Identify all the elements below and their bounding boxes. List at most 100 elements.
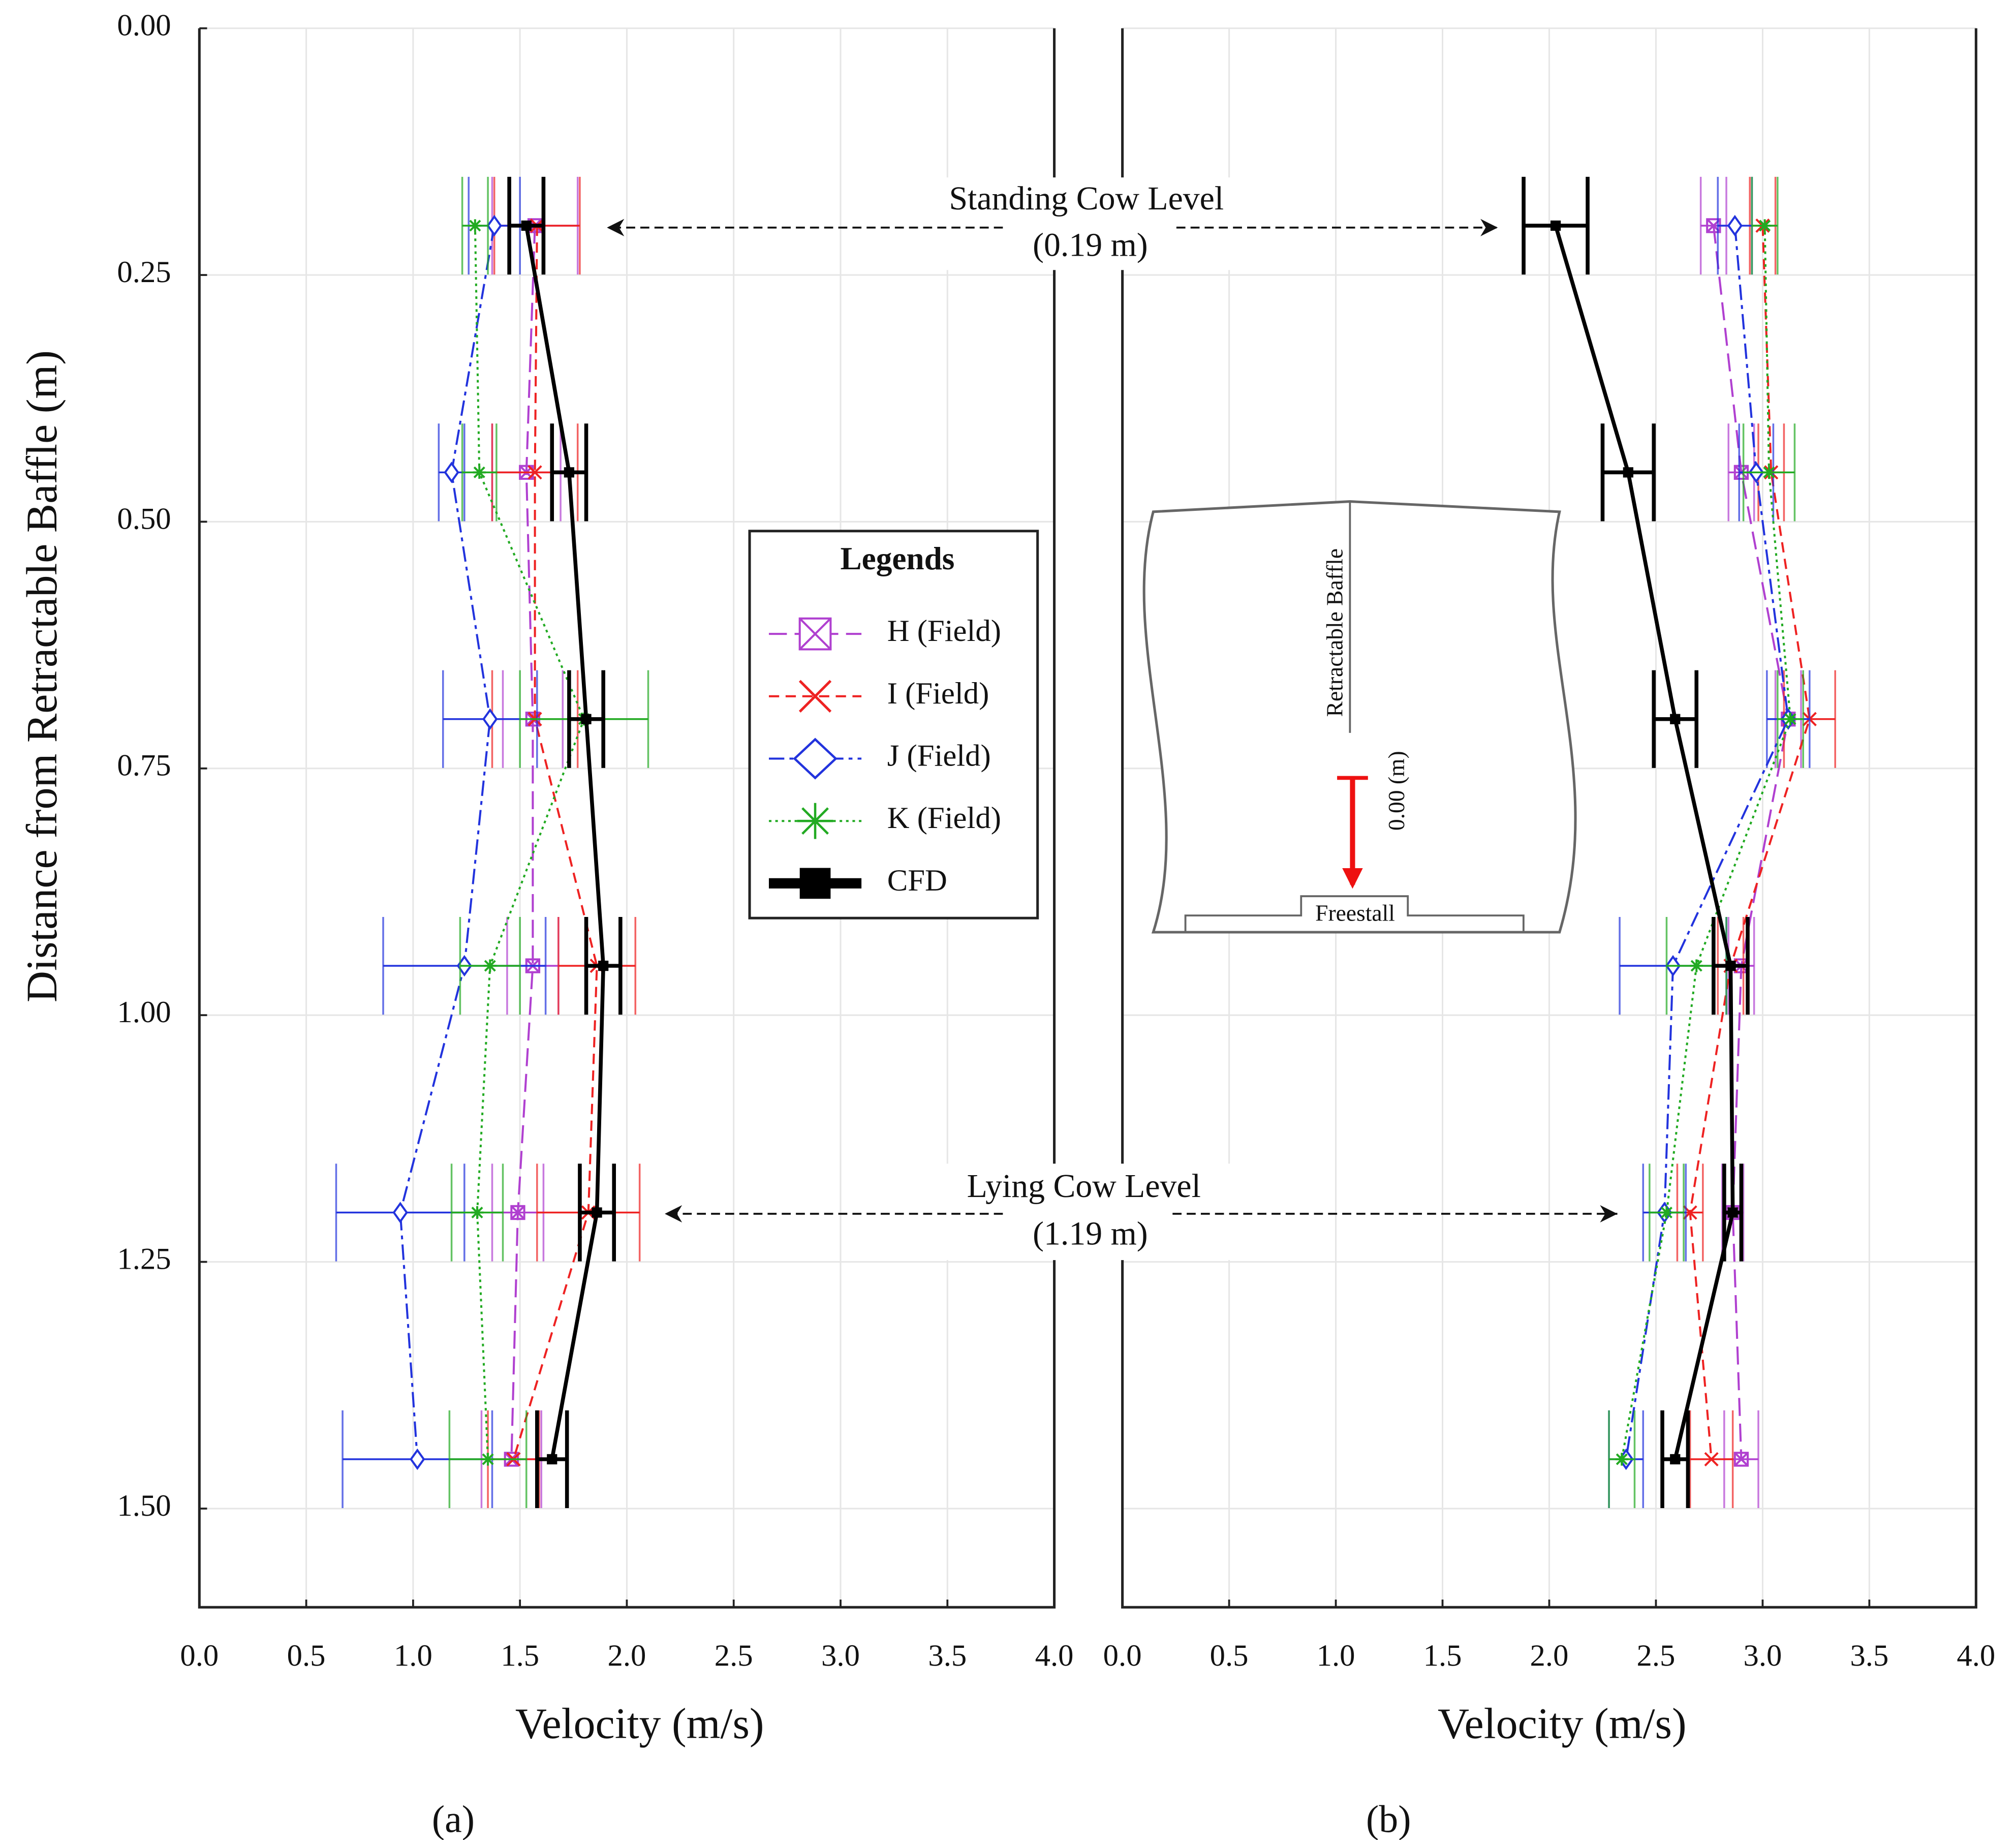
legend-marker: [797, 803, 833, 839]
marker-part: [469, 219, 482, 232]
data-point: [410, 1448, 425, 1470]
plots: 0.0 0.5 1.0 1.5 2.0 2.5 3.0 3.5 4.0 0.00 0.25 0.50 0…: [17, 9, 1995, 1840]
series-line: [474, 225, 585, 1459]
legend-marker: [798, 680, 832, 713]
inset-origin: 0.00 (m): [1383, 751, 1409, 831]
x-tick-label: 0.5: [287, 1639, 326, 1673]
marker-part: [1670, 1454, 1681, 1465]
data-point: [469, 219, 482, 232]
data-point: [1670, 714, 1681, 724]
marker-part: [564, 467, 575, 478]
marker-part: [521, 220, 532, 231]
data-point: [510, 1205, 525, 1220]
legend-marker: [793, 738, 838, 780]
legend-marker: [799, 868, 831, 899]
x-tick-label: 3.5: [1850, 1639, 1888, 1673]
panel-label: (b): [1366, 1798, 1411, 1840]
marker-part: [1727, 214, 1743, 237]
x-tick-label: 2.5: [715, 1639, 753, 1673]
series-line: [512, 225, 598, 1460]
data-point: [1725, 961, 1736, 971]
legend-label: CFD: [887, 864, 947, 898]
marker-part: [1727, 1207, 1738, 1218]
data-point: [1550, 220, 1561, 231]
x-tick-label: 0.5: [1210, 1639, 1249, 1673]
data-point: [1784, 713, 1797, 726]
x-axis-label: Velocity (m/s): [1438, 1699, 1687, 1748]
y-tick-label: 1.50: [117, 1489, 171, 1523]
legend-label: K (Field): [887, 801, 1001, 835]
marker-part: [1762, 466, 1776, 479]
legend-label: H (Field): [887, 614, 1001, 648]
marker-part: [1725, 961, 1736, 971]
data-point: [481, 1453, 494, 1466]
y-axis-label: Distance from Retractable Baffle (m): [17, 350, 66, 1002]
panel: 0.0 0.5 1.0 1.5 2.0 2.5 3.0 3.5 4.0 Velocity (m/s…: [1103, 27, 1995, 1840]
marker-part: [1734, 1452, 1749, 1466]
data-point: [1690, 959, 1703, 972]
series-line: [1621, 225, 1792, 1460]
data-point: [521, 220, 532, 231]
series-line: [1712, 225, 1789, 1459]
data-point: [1623, 467, 1633, 478]
y-tick-label: 0.50: [117, 502, 171, 536]
marker-part: [1690, 959, 1703, 972]
y-tick-label: 0.75: [117, 749, 171, 783]
data-point: [528, 465, 542, 480]
inset-diagram: Retractable Baffle 0.00 (m) Freestall: [1142, 500, 1577, 934]
x-axis-label: Velocity (m/s): [515, 1699, 764, 1748]
x-tick-label: 0.0: [1103, 1639, 1142, 1673]
series-line: [1554, 225, 1735, 1460]
data-point: [1758, 219, 1772, 232]
data-point: [564, 467, 575, 478]
legend-marker: [798, 617, 832, 651]
legend-label: J (Field): [887, 739, 991, 773]
marker-part: [410, 1448, 425, 1470]
x-tick-label: 3.5: [928, 1639, 967, 1673]
legend: Legends H (Field) I (Field) J (Field) K (Fi…: [748, 530, 1039, 919]
marker-part: [528, 465, 542, 480]
marker-part: [1758, 219, 1772, 232]
annotation-bg: [900, 177, 1273, 270]
x-tick-label: 3.0: [1743, 1639, 1782, 1673]
series-line: [524, 225, 605, 1460]
marker-part: [473, 466, 486, 479]
data-point: [471, 1206, 484, 1219]
marker-part: [592, 1207, 602, 1218]
x-tick-label: 2.0: [1530, 1639, 1569, 1673]
series-line: [510, 225, 536, 1459]
marker-part: [481, 1453, 494, 1466]
marker-part: [392, 1202, 408, 1223]
annotation: (1.19 m): [1033, 1215, 1147, 1252]
marker-part: [799, 868, 831, 899]
x-tick-label: 2.5: [1637, 1639, 1676, 1673]
annotations: Standing Cow Level (0.19 m) Lying Cow Le…: [607, 177, 1618, 1261]
inset-freestall: Freestall: [1315, 900, 1395, 926]
panel: 0.0 0.5 1.0 1.5 2.0 2.5 3.0 3.5 4.0 0.00 0.25 0.50 0…: [17, 9, 1073, 1840]
data-point: [444, 462, 459, 483]
y-tick-label: 0.25: [117, 255, 171, 289]
data-point: [482, 708, 498, 730]
data-point: [473, 466, 486, 479]
annotation: Lying Cow Level: [967, 1168, 1201, 1205]
marker-part: [510, 1205, 525, 1220]
x-tick-label: 1.0: [1317, 1639, 1355, 1673]
legend-label: I (Field): [887, 677, 989, 711]
data-point: [1762, 466, 1776, 479]
data-point: [1727, 214, 1743, 237]
data-point: [1615, 1453, 1628, 1466]
marker-part: [581, 714, 592, 724]
x-tick-label: 1.5: [1423, 1639, 1462, 1673]
legend-title: Legends: [841, 541, 955, 576]
series-line: [1625, 225, 1789, 1460]
marker-part: [598, 961, 609, 971]
marker-part: [1550, 220, 1561, 231]
x-tick-label: 3.0: [821, 1639, 860, 1673]
x-tick-label: 1.5: [501, 1639, 539, 1673]
marker-part: [1615, 1453, 1628, 1466]
y-tick-label: 1.00: [117, 995, 171, 1029]
marker-part: [1704, 1452, 1719, 1466]
panel-label: (a): [432, 1798, 475, 1840]
marker-part: [1660, 1206, 1673, 1219]
